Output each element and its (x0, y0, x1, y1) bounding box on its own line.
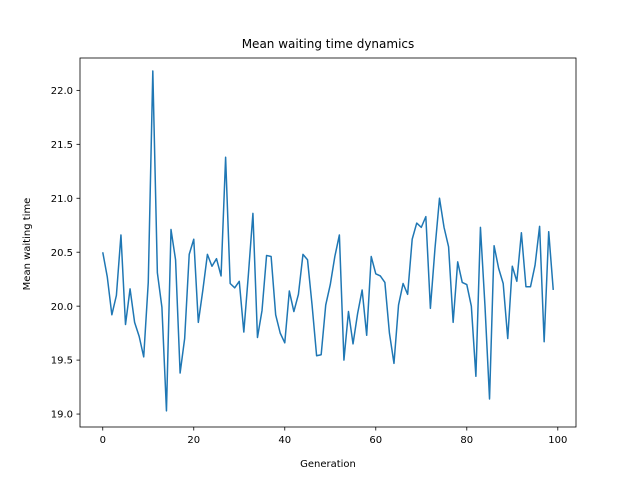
y-tick-label: 19.5 (51, 356, 73, 367)
x-tick-label: 40 (278, 435, 291, 446)
y-axis-label: Mean waiting time (22, 198, 33, 291)
x-axis-ticks: 0 20 40 60 80 100 (100, 427, 567, 446)
y-tick-label: 21.5 (51, 140, 73, 151)
plot-area (79, 57, 577, 428)
y-tick-label: 22.0 (51, 86, 73, 97)
y-axis-ticks: 19.0 19.5 20.0 20.5 21.0 21.5 22.0 (51, 86, 80, 421)
series-line-0 (102, 70, 554, 412)
x-tick-label: 0 (100, 435, 106, 446)
x-tick-label: 60 (369, 435, 382, 446)
plot-frame (79, 57, 577, 428)
y-tick-label: 19.0 (51, 410, 73, 421)
x-tick-label: 80 (460, 435, 473, 446)
chart-title: Mean waiting time dynamics (242, 37, 415, 51)
x-tick-label: 100 (548, 435, 567, 446)
y-tick-label: 21.0 (51, 194, 73, 205)
y-tick-label: 20.0 (51, 302, 73, 313)
x-tick-label: 20 (187, 435, 200, 446)
x-axis-label: Generation (300, 459, 356, 470)
y-tick-label: 20.5 (51, 248, 73, 259)
